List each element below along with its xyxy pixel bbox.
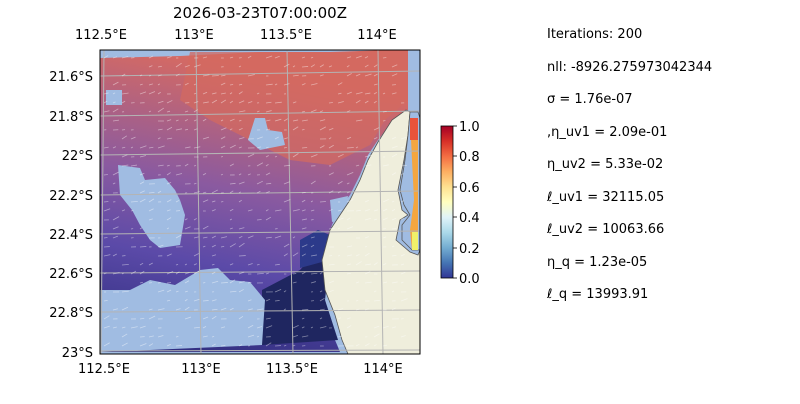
lat-label-3: 22°S bbox=[62, 149, 93, 164]
vector-arrow bbox=[239, 120, 241, 121]
vector-arrow bbox=[329, 255, 332, 256]
stat-nll: nll: -8926.275973042344 bbox=[547, 52, 712, 85]
stat-eta-uv2: η_uv2 = 5.33e-02 bbox=[547, 149, 712, 182]
lat-label-8: 23°S bbox=[62, 346, 93, 361]
colorbar-tick-6: 1.0 bbox=[459, 120, 480, 135]
vector-arrow bbox=[194, 165, 196, 166]
stats-panel: Iterations: 200 nll: -8926.275973042344 … bbox=[547, 19, 712, 312]
stat-l-uv2: ℓ_uv2 = 10063.66 bbox=[547, 214, 712, 247]
vector-arrow bbox=[338, 255, 340, 256]
vector-arrow bbox=[302, 309, 308, 310]
vector-arrow bbox=[383, 120, 385, 121]
lat-label-7: 22.8°S bbox=[49, 306, 93, 321]
vector-arrow bbox=[104, 237, 107, 238]
lon-top-3: 113.5°E bbox=[260, 28, 312, 43]
colorbar-tick-4: 0.6 bbox=[459, 181, 480, 196]
vector-arrow bbox=[221, 156, 223, 157]
vector-arrow bbox=[176, 336, 178, 337]
vector-arrow bbox=[302, 147, 307, 148]
vector-arrow bbox=[302, 111, 305, 112]
inlet-field-red bbox=[410, 118, 418, 140]
stat-iterations: Iterations: 200 bbox=[547, 19, 712, 52]
lat-label-2: 21.8°S bbox=[49, 110, 93, 125]
vector-arrow bbox=[230, 84, 233, 85]
lon-top-4: 114°E bbox=[357, 28, 397, 43]
lon-bottom-2: 113°E bbox=[181, 362, 221, 377]
stat-eta-uv1: ,η_uv1 = 2.09e-01 bbox=[547, 117, 712, 150]
vector-arrow bbox=[122, 264, 129, 265]
lat-label-4: 22.2°S bbox=[49, 189, 93, 204]
vector-arrow bbox=[140, 246, 146, 247]
lon-bottom-4: 114°E bbox=[363, 362, 403, 377]
map-panel bbox=[100, 50, 420, 354]
vector-arrow bbox=[257, 219, 262, 220]
map-title: 2026-03-23T07:00:00Z bbox=[100, 4, 420, 22]
stat-l-uv1: ℓ_uv1 = 32115.05 bbox=[547, 182, 712, 215]
lat-label-5: 22.4°S bbox=[49, 228, 93, 243]
stat-l-q: ℓ_q = 13993.91 bbox=[547, 279, 712, 312]
lon-bottom-1: 112.5°E bbox=[78, 362, 130, 377]
lat-label-1: 21.6°S bbox=[49, 70, 93, 85]
colorbar-tick-3: 0.4 bbox=[459, 211, 480, 226]
colorbar bbox=[441, 126, 453, 278]
vector-arrow bbox=[149, 75, 151, 76]
vector-arrow bbox=[293, 273, 296, 274]
stat-sigma: σ = 1.76e-07 bbox=[547, 84, 712, 117]
vector-arrow bbox=[221, 345, 225, 346]
colorbar-tick-1: 0.0 bbox=[459, 272, 480, 287]
lat-label-6: 22.6°S bbox=[49, 267, 93, 282]
lon-bottom-3: 113.5°E bbox=[266, 362, 318, 377]
vector-arrow bbox=[203, 300, 209, 301]
stat-eta-q: η_q = 1.23e-05 bbox=[547, 247, 712, 280]
vector-arrow bbox=[203, 282, 205, 283]
colorbar-tick-5: 0.8 bbox=[459, 150, 480, 165]
lon-top-2: 113°E bbox=[174, 28, 214, 43]
colorbar-tick-2: 0.2 bbox=[459, 242, 480, 257]
inlet-field-yellow bbox=[412, 232, 418, 250]
vector-arrow bbox=[275, 300, 280, 301]
lon-top-1: 112.5°E bbox=[75, 28, 127, 43]
